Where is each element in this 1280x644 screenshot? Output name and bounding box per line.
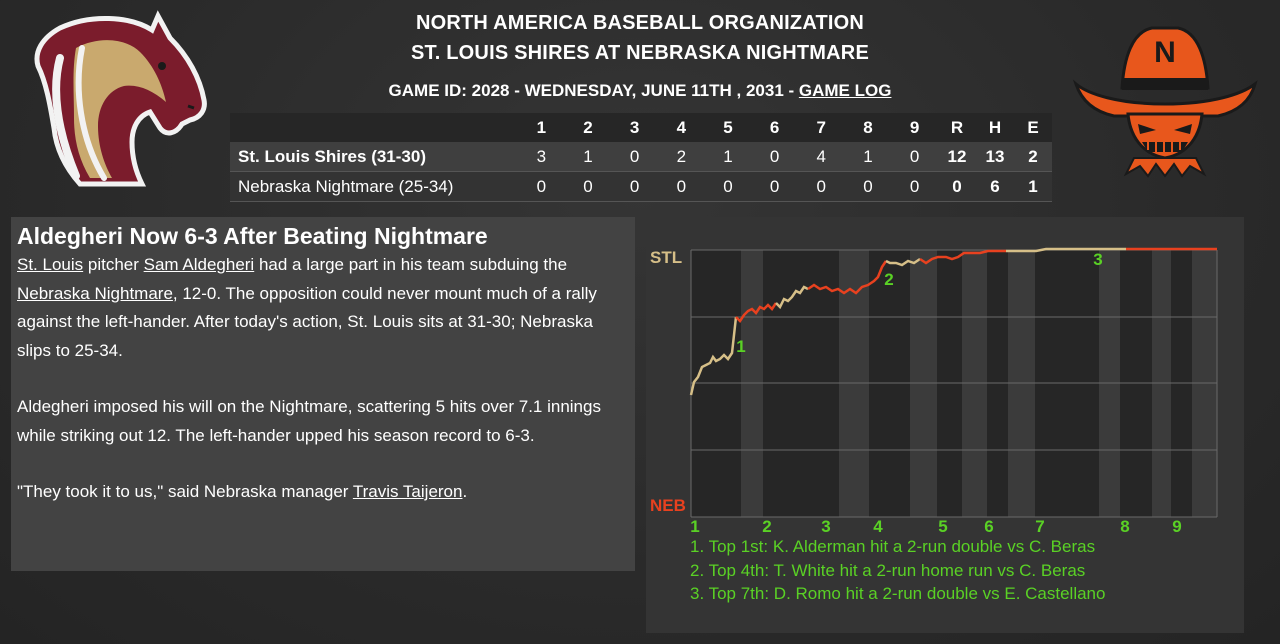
st-louis-link[interactable]: St. Louis	[17, 255, 84, 274]
inning-header-9: 9	[909, 117, 920, 137]
inning-header-4: 4	[676, 117, 687, 137]
game-info: GAME ID: 2028 - WEDNESDAY, JUNE 11TH , 2…	[300, 79, 980, 103]
inning-score-cell: 1	[863, 146, 873, 166]
total-e-cell: 2	[1028, 146, 1038, 166]
win-probability-segment	[807, 260, 888, 295]
inning-score-cell: 0	[769, 146, 780, 166]
inning-header-r: R	[950, 117, 964, 137]
inning-header-h: H	[988, 117, 1002, 137]
linescore-row: Nebraska Nightmare (25-34) 0 0 0 0 0 0 0 0 0 0 6 1	[230, 171, 1052, 202]
horse-icon	[34, 10, 207, 187]
nightmare-logo: N	[1068, 18, 1263, 178]
team-header-cell	[230, 113, 518, 142]
inning-label: 2	[762, 517, 771, 536]
cowboy-skull-icon: N	[1072, 26, 1258, 178]
inning-score-cell: 0	[536, 176, 547, 196]
total-r-cell: 12	[947, 146, 967, 166]
inning-score-cell: 1	[583, 146, 593, 166]
travis-taijeron-link[interactable]: Travis Taijeron	[352, 482, 463, 501]
key-play-note-1: 1. Top 1st: K. Alderman hit a 2-run doub…	[690, 537, 1096, 556]
game-info-text: GAME ID: 2028 - WEDNESDAY, JUNE 11TH , 2…	[388, 81, 799, 100]
article-paragraph-3: "They took it to us," said Nebraska mana…	[17, 478, 629, 507]
team-name-cell: Nebraska Nightmare (25-34)	[238, 176, 454, 196]
matchup-title: ST. LOUIS SHIRES AT NEBRASKA NIGHTMARE	[411, 42, 869, 64]
inning-score-cell: 0	[909, 176, 920, 196]
inning-header-e: E	[1027, 117, 1039, 137]
article-paragraph-1: St. Louis pitcher Sam Aldegheri had a la…	[17, 251, 629, 365]
total-h-cell: 6	[990, 176, 1000, 196]
article-headline: Aldegheri Now 6-3 After Beating Nightmar…	[17, 223, 488, 249]
shires-horse-logo	[20, 8, 210, 188]
nightmare-logo-letter: N	[1154, 36, 1176, 69]
key-play-note-3: 3. Top 7th: D. Romo hit a 2-run double v…	[690, 584, 1106, 603]
key-play-marker: 1	[736, 337, 745, 356]
inning-score-cell: 3	[536, 146, 547, 166]
total-r-cell: 0	[952, 176, 962, 196]
p1-text-1: pitcher	[83, 255, 144, 274]
team-name-cell: St. Louis Shires (31-30)	[238, 146, 426, 166]
inning-label: 7	[1035, 517, 1044, 536]
inning-label: 9	[1172, 517, 1181, 536]
total-e-cell: 1	[1028, 176, 1038, 196]
game-log-link[interactable]: GAME LOG	[798, 81, 892, 100]
p3-text-2: .	[462, 482, 468, 501]
key-play-note-2: 2. Top 4th: T. White hit a 2-run home ru…	[690, 560, 1086, 580]
inning-score-cell: 0	[909, 146, 920, 166]
inning-score-cell: 0	[629, 176, 640, 196]
stl-axis-label: STL	[650, 248, 682, 267]
inning-label: 3	[821, 517, 830, 536]
nebraska-nightmare-link[interactable]: Nebraska Nightmare	[17, 283, 173, 303]
inning-score-cell: 0	[863, 176, 873, 196]
article-paragraph-2: Aldegheri imposed his will on the Nightm…	[17, 397, 601, 445]
inning-score-cell: 0	[629, 146, 640, 166]
game-header: NORTH AMERICA BASEBALL ORGANIZATION ST. …	[300, 8, 980, 103]
inning-score-cell: 0	[769, 176, 780, 196]
inning-label: 5	[938, 517, 947, 536]
inning-header-5: 5	[723, 117, 733, 137]
linescore-row: St. Louis Shires (31-30) 3 1 0 2 1 0 4 1 0 12 13 2	[230, 142, 1052, 172]
sam-aldegheri-link[interactable]: Sam Aldegheri	[143, 255, 255, 274]
key-play-marker: 2	[884, 270, 893, 289]
win-probability-segment	[885, 257, 921, 267]
win-probability-segment	[1006, 247, 1126, 253]
inning-score-cell: 0	[723, 176, 733, 196]
inning-label: 1	[690, 517, 699, 536]
inning-score-cell: 0	[583, 176, 593, 196]
inning-label: 6	[984, 517, 993, 536]
inning-label: 8	[1120, 517, 1129, 536]
inning-label: 4	[873, 517, 883, 536]
org-title: NORTH AMERICA BASEBALL ORGANIZATION	[415, 12, 865, 34]
p1-text-2: had a large part in his team subduing th…	[254, 255, 568, 274]
inning-header-7: 7	[816, 117, 826, 137]
win-probability-segment	[735, 302, 778, 323]
neb-axis-label: NEB	[650, 496, 686, 515]
key-plays-notes: 1. Top 1st: K. Alderman hit a 2-run doub…	[690, 535, 1105, 606]
inning-header-3: 3	[629, 117, 640, 137]
win-probability-segment	[775, 285, 809, 310]
p1-text-3: , 12-0. The opposition could never mount…	[17, 283, 597, 360]
linescore-header-row: 1 2 3 4 5 6 7 8 9 R H E	[230, 113, 1052, 142]
key-play-marker: 3	[1093, 250, 1102, 269]
inning-header-6: 6	[769, 117, 780, 137]
win-probability-segment	[919, 249, 1006, 265]
inning-score-cell: 0	[816, 176, 826, 196]
recap-article: Aldegheri Now 6-3 After Beating Nightmar…	[11, 217, 635, 571]
inning-header-8: 8	[863, 117, 873, 137]
inning-header-1: 1	[536, 117, 547, 137]
inning-score-cell: 4	[816, 146, 826, 166]
inning-header-2: 2	[583, 117, 593, 137]
win-probability-line	[689, 247, 1217, 396]
p3-text-1: "They took it to us," said Nebraska mana…	[17, 482, 353, 501]
win-probability-segment	[689, 316, 738, 396]
win-probability-panel: STL NEB 1 2 3 4 5 6 7 8 9 1 2 3 1. Top 1st: K. Alderm…	[646, 217, 1244, 633]
total-h-cell: 13	[985, 146, 1005, 166]
inning-score-cell: 0	[676, 176, 687, 196]
inning-score-cell: 2	[676, 146, 687, 166]
inning-score-cell: 1	[723, 146, 733, 166]
